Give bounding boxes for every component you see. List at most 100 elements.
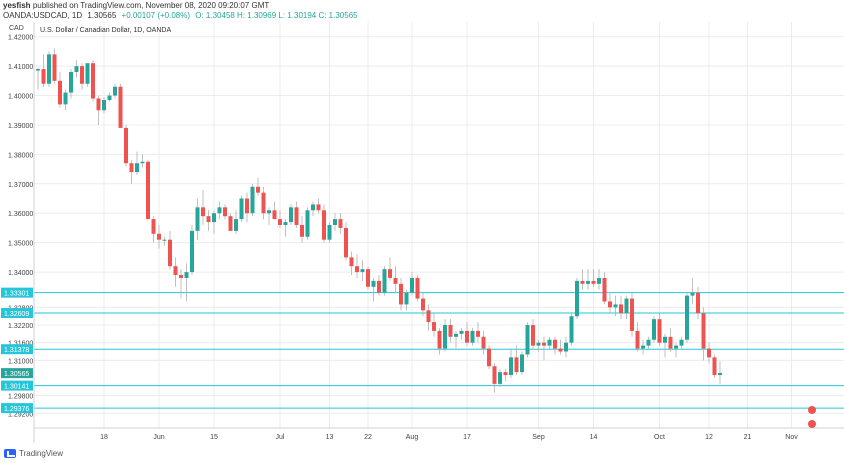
candle-down	[245, 198, 249, 214]
candle-down	[206, 216, 211, 223]
footer: TradingView	[4, 449, 63, 458]
candle-down	[80, 66, 84, 84]
candle-up	[234, 219, 238, 231]
candle-down	[91, 63, 95, 99]
price-change: +0.00107 (+0.08%)	[121, 11, 191, 20]
candle-down	[272, 210, 277, 220]
candle-up	[140, 161, 145, 164]
candle-up	[520, 354, 524, 373]
candle-up	[382, 269, 387, 293]
price-tick-label: 1.41000	[8, 64, 33, 71]
symbol-label: OANDA:USDCAD, 1D	[3, 11, 83, 20]
candle-down	[701, 313, 706, 349]
candle-down	[146, 161, 150, 220]
candle-down	[201, 207, 205, 217]
level-badge-label: 1.33301	[4, 291, 29, 298]
candle-down	[448, 325, 453, 337]
candle-up	[289, 207, 293, 223]
candle-down	[558, 348, 563, 352]
candle-down	[338, 219, 343, 228]
candle-up	[85, 63, 90, 84]
candle-up	[663, 336, 667, 343]
last-price: 1.30565	[87, 11, 117, 20]
candle-down	[124, 127, 128, 164]
level-badge	[1, 380, 33, 391]
candle-down	[151, 219, 156, 234]
candle-down	[173, 266, 178, 276]
time-tick-label: 18	[100, 434, 108, 441]
candle-down	[591, 280, 596, 284]
time-tick-label: 21	[744, 434, 752, 441]
candle-down	[514, 357, 519, 373]
candle-down	[256, 186, 260, 193]
candle-down	[393, 277, 398, 284]
candle-down	[481, 336, 486, 349]
candle-down	[580, 280, 585, 284]
candle-down	[388, 269, 392, 278]
candle-up	[569, 316, 574, 343]
time-tick-label: 12	[705, 434, 713, 441]
price-tick-label: 1.40000	[8, 94, 33, 101]
time-tick-label: 13	[326, 434, 334, 441]
candle-up	[135, 163, 139, 173]
candle-down	[476, 330, 480, 337]
currency-label[interactable]: CAD	[9, 25, 24, 32]
time-tick-label: Aug	[406, 434, 419, 441]
candle-up	[195, 207, 200, 231]
candle-down	[118, 86, 123, 128]
candle-down	[602, 277, 607, 302]
candle-down	[707, 348, 711, 358]
candle-up	[690, 292, 695, 296]
candle-down	[278, 219, 282, 225]
price-tick-label: 1.31600	[8, 341, 33, 348]
candle-up	[652, 319, 656, 340]
candle-down	[41, 69, 46, 84]
time-tick-label: Oct	[654, 434, 665, 441]
event-marker-icon	[808, 406, 816, 414]
candle-up	[217, 207, 222, 214]
candle-down	[294, 207, 299, 225]
candle-up	[674, 345, 678, 349]
candle-down	[437, 330, 442, 349]
candle-up	[63, 92, 68, 105]
level-badges: 1.33301 1.32609 1.31378 1.30141 1.29376 1.305…	[1, 287, 816, 428]
candle-down	[322, 210, 326, 240]
chart-title: U.S. Dollar / Canadian Dollar, 1D, OANDA	[40, 27, 172, 34]
price-tick-label: 1.31000	[8, 358, 33, 365]
candle-up	[536, 342, 541, 346]
candle-down	[399, 283, 403, 305]
candle-up	[69, 72, 73, 93]
candle-down	[487, 348, 491, 367]
time-tick-label: 15	[210, 434, 218, 441]
candle-up	[36, 69, 40, 71]
candle-down	[157, 233, 161, 240]
candle-down	[426, 310, 431, 323]
candle-down	[52, 54, 57, 81]
candle-down	[503, 372, 508, 376]
price-tick-label: 1.39000	[8, 123, 33, 130]
last-price-badge	[1, 368, 33, 379]
candle-up	[597, 277, 601, 284]
candle-up	[470, 330, 475, 343]
candle-down	[542, 342, 546, 346]
publisher-name[interactable]: yesfish	[3, 1, 31, 10]
time-tick-label: 22	[364, 434, 372, 441]
candle-down	[531, 325, 535, 346]
level-badge	[1, 403, 33, 414]
candle-down	[349, 257, 354, 267]
candle-up	[525, 325, 530, 355]
price-axis[interactable]: 1.42000 1.41000 1.40000 1.39000 1.38000 1.370…	[8, 22, 35, 443]
time-axis[interactable]: 18 Jun 15 Jul 13 22 Aug 17 Sep 14 Oct 12 21 Nov	[34, 427, 844, 441]
horizontal-levels[interactable]	[34, 292, 844, 409]
price-tick-label: 1.36000	[8, 211, 33, 218]
candle-up	[685, 295, 689, 340]
candle-down	[300, 225, 304, 237]
price-tick-label: 1.34000	[8, 270, 33, 277]
event-marker-icon	[808, 420, 816, 428]
candle-down	[421, 298, 425, 311]
candle-up	[113, 86, 117, 96]
candle-up	[311, 204, 315, 211]
candle-down	[608, 301, 612, 308]
candle-down	[366, 269, 370, 287]
